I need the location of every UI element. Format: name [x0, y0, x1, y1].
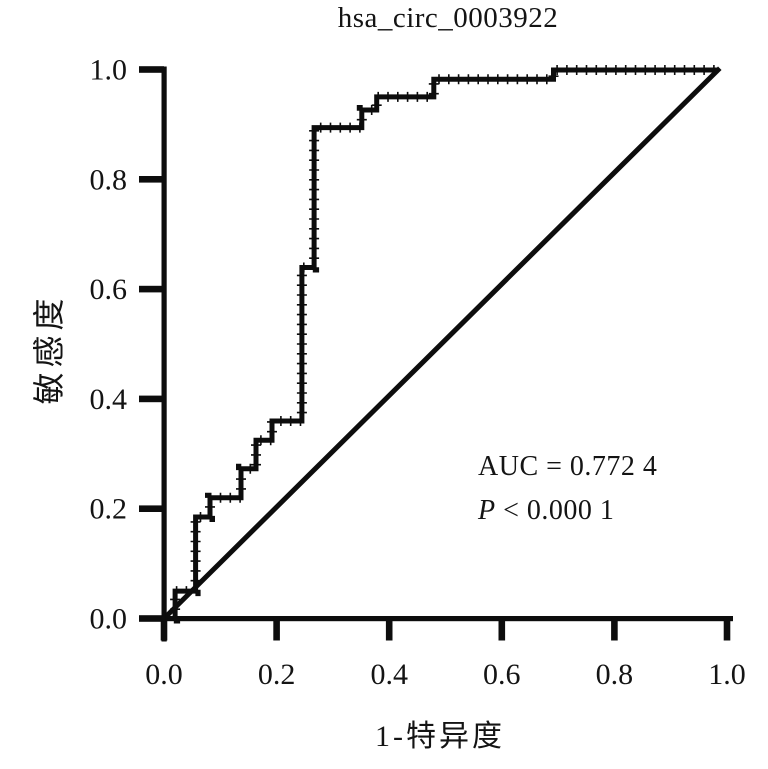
p-value-annotation: P < 0.000 1 [478, 495, 614, 527]
y-tick-label: 0.4 [90, 383, 128, 416]
x-tick-label: 0.8 [596, 658, 634, 691]
y-tick-label: 0.2 [90, 493, 128, 526]
reference-diagonal [160, 66, 722, 623]
y-tick [139, 285, 164, 293]
x-axis-spine [139, 616, 733, 622]
y-tick [139, 505, 164, 512]
y-tick-label: 0.8 [90, 163, 128, 196]
x-tick-label: 0.4 [370, 658, 408, 691]
y-tick-label: 0.0 [90, 603, 128, 636]
x-tick [273, 618, 280, 641]
x-tick-label: 0.6 [483, 658, 521, 691]
y-axis-spine [161, 66, 167, 642]
y-tick [139, 615, 164, 622]
auc-annotation: AUC = 0.772 4 [478, 451, 658, 482]
roc-curve [164, 67, 718, 621]
p-value-text: < 0.000 1 [495, 495, 615, 526]
x-tick [385, 618, 393, 641]
chart-title: hsa_circ_0003922 [337, 2, 559, 34]
x-tick-label: 0.2 [258, 658, 296, 691]
x-tick [723, 618, 731, 641]
x-tick-label: 1.0 [708, 658, 746, 691]
y-tick [139, 66, 164, 73]
x-tick-label: 0.0 [145, 658, 183, 691]
x-tick [160, 618, 168, 641]
x-tick [498, 618, 506, 641]
y-tick-label: 1.0 [90, 54, 128, 87]
x-tick [611, 618, 618, 641]
x-axis-label: 1-特异度 [375, 720, 505, 753]
y-axis-label: 敏感度 [31, 293, 67, 405]
p-value-symbol: P [478, 495, 496, 526]
y-tick-label: 0.6 [90, 273, 128, 306]
y-tick [139, 395, 164, 403]
y-tick [139, 176, 164, 183]
